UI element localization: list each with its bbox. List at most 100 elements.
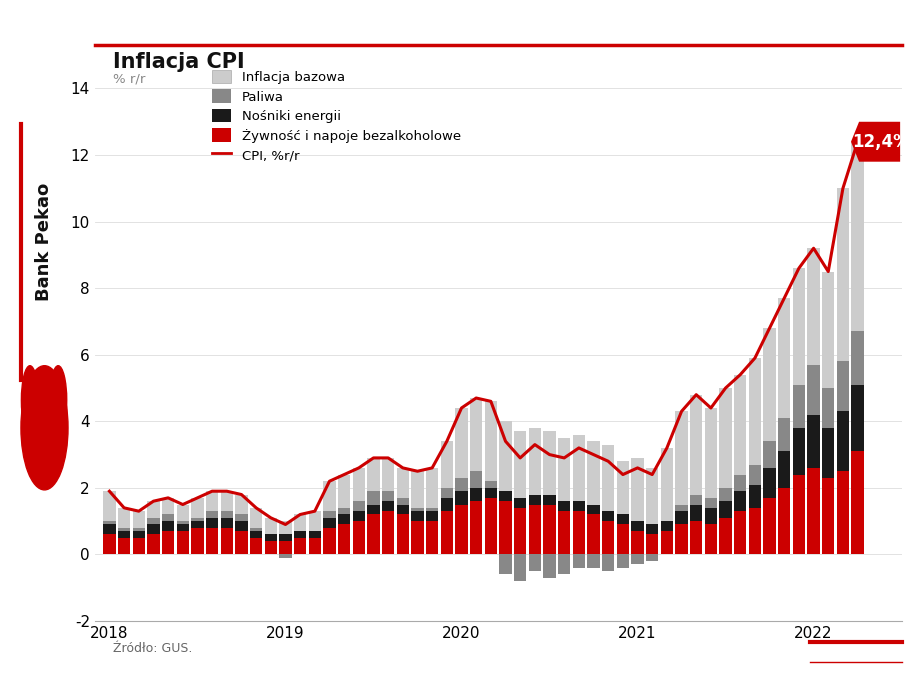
Bar	[176, 504, 188, 521]
Bar	[572, 435, 584, 501]
Bar	[396, 515, 409, 555]
Bar	[147, 518, 160, 524]
Bar	[484, 402, 496, 481]
Bar	[630, 458, 643, 521]
Bar	[675, 411, 687, 504]
Bar	[543, 495, 555, 504]
Bar	[265, 535, 277, 541]
Bar	[352, 521, 365, 555]
Bar	[499, 491, 511, 501]
Bar	[748, 508, 760, 555]
Bar	[411, 521, 424, 555]
Bar	[235, 495, 247, 515]
Bar	[719, 388, 731, 488]
Bar	[147, 524, 160, 535]
Bar	[777, 418, 789, 451]
Bar	[367, 458, 380, 491]
Bar	[425, 468, 438, 508]
Bar	[352, 501, 365, 511]
Bar	[821, 388, 834, 428]
Bar	[557, 555, 570, 574]
Bar	[807, 468, 819, 555]
Bar	[265, 518, 277, 535]
Bar	[337, 475, 350, 508]
Bar	[514, 431, 526, 498]
Bar	[221, 528, 233, 555]
Bar	[689, 521, 702, 555]
Bar	[440, 498, 452, 511]
Bar	[235, 515, 247, 521]
Bar	[221, 511, 233, 518]
Bar	[777, 451, 789, 488]
Bar	[103, 535, 116, 555]
Bar	[630, 555, 643, 564]
Bar	[411, 508, 424, 511]
Bar	[191, 498, 203, 518]
Bar	[807, 415, 819, 468]
Bar	[543, 431, 555, 495]
Bar	[704, 408, 716, 498]
Bar	[835, 411, 848, 471]
Bar	[191, 518, 203, 521]
Bar	[293, 515, 306, 531]
Bar	[440, 488, 452, 498]
Bar	[221, 518, 233, 528]
Bar	[484, 488, 496, 498]
Bar	[675, 504, 687, 511]
Text: Inflacja CPI: Inflacja CPI	[113, 52, 244, 72]
Ellipse shape	[50, 366, 67, 435]
Legend: Inflacja bazowa, Paliwa, Nośniki energii, Żywność i napoje bezalkoholowe, CPI, %: Inflacja bazowa, Paliwa, Nośniki energii…	[206, 65, 466, 168]
Bar	[323, 481, 335, 511]
Ellipse shape	[21, 366, 39, 435]
Bar	[162, 531, 175, 555]
Bar	[689, 395, 702, 495]
Text: % r/r: % r/r	[113, 72, 145, 86]
Bar	[484, 481, 496, 488]
Bar	[572, 501, 584, 511]
Bar	[381, 511, 394, 555]
Bar	[352, 511, 365, 521]
Bar	[557, 438, 570, 501]
Bar	[132, 531, 145, 538]
Bar	[367, 504, 380, 515]
Bar	[645, 535, 658, 555]
Bar	[719, 488, 731, 501]
Bar	[381, 458, 394, 491]
Bar	[850, 385, 863, 451]
Bar	[221, 491, 233, 511]
Bar	[118, 508, 130, 528]
Bar	[543, 555, 555, 578]
Bar	[514, 555, 526, 581]
Bar	[557, 501, 570, 511]
Bar	[777, 298, 789, 418]
Bar	[645, 468, 658, 524]
Bar	[586, 555, 599, 568]
Bar	[733, 475, 745, 491]
Bar	[132, 528, 145, 531]
Bar	[367, 491, 380, 504]
Bar	[835, 471, 848, 555]
Bar	[411, 471, 424, 508]
Bar	[528, 555, 540, 571]
Bar	[235, 521, 247, 531]
Bar	[147, 535, 160, 555]
Bar	[250, 538, 262, 555]
Bar	[440, 511, 452, 555]
Bar	[265, 541, 277, 555]
Bar	[807, 248, 819, 365]
Bar	[835, 188, 848, 362]
Bar	[191, 521, 203, 528]
Bar	[645, 524, 658, 535]
Bar	[514, 498, 526, 508]
Bar	[601, 444, 614, 511]
Bar	[103, 491, 116, 521]
Bar	[308, 531, 321, 538]
Bar	[645, 555, 658, 561]
Bar	[835, 362, 848, 411]
Bar	[821, 272, 834, 388]
Bar	[792, 428, 804, 475]
Bar	[191, 528, 203, 555]
Bar	[250, 528, 262, 531]
Bar	[557, 511, 570, 555]
Bar	[308, 538, 321, 555]
